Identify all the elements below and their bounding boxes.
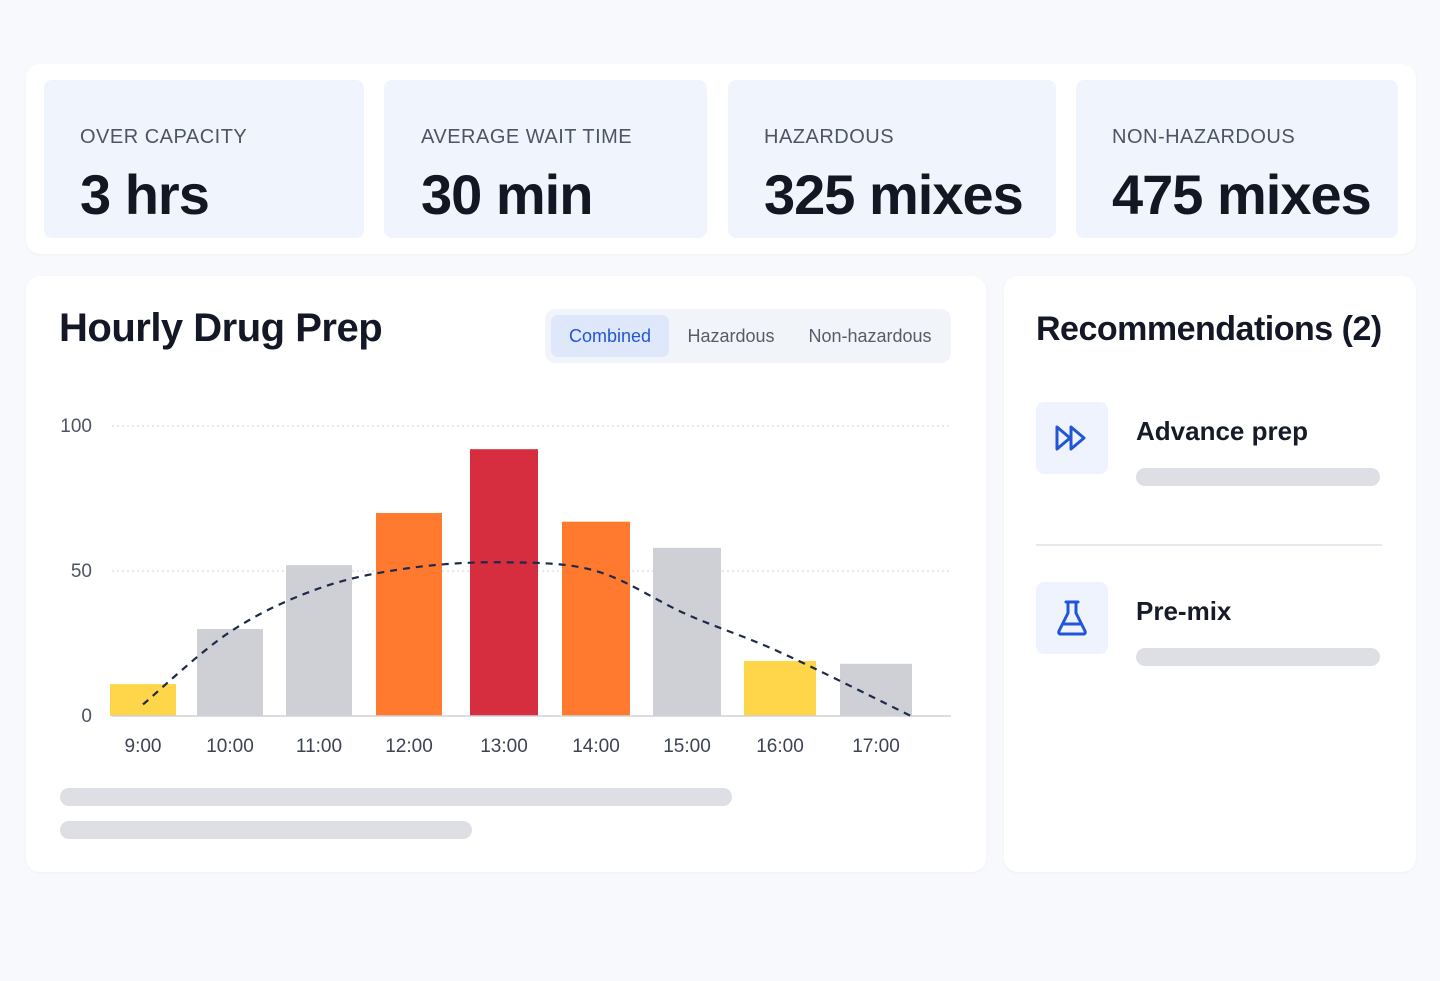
bar [197,629,263,716]
tab-non-hazardous[interactable]: Non-hazardous [808,325,932,346]
chart-filter-tabs: Combined Hazardous Non-hazardous [545,309,951,363]
x-tick-label: 10:00 [206,736,254,757]
x-tick-label: 15:00 [663,736,711,757]
y-tick-label: 50 [71,561,92,582]
bar [286,565,352,716]
bar-chart: 0 50 100 9:00 10:00 11:00 12:00 13:00 14:00 15:00… [60,416,951,757]
trend-line [142,561,912,717]
stat-label: OVER CAPACITY [80,126,248,148]
divider [1036,544,1382,546]
x-tick-label: 14:00 [572,736,620,757]
stat-value: 3 hrs [80,163,210,226]
bar [470,449,538,716]
stat-over-capacity: OVER CAPACITY 3 hrs [44,80,364,238]
tab-hazardous[interactable]: Hazardous [687,325,775,346]
y-tick-label: 100 [60,416,92,437]
kpi-summary-card: OVER CAPACITY 3 hrs AVERAGE WAIT TIME 30… [26,64,1416,254]
stat-label: HAZARDOUS [764,126,895,148]
x-tick-label: 16:00 [756,736,804,757]
chart-title: Hourly Drug Prep [59,306,383,350]
tab-combined[interactable]: Combined [551,315,669,357]
stat-hazardous: HAZARDOUS 325 mixes [728,80,1056,238]
placeholder-line [1136,648,1380,666]
bar [562,521,630,716]
fast-forward-icon [1036,402,1108,474]
y-tick-label: 0 [81,706,92,727]
recommendation-pre-mix[interactable]: Pre-mix [1036,582,1386,666]
bar [376,513,442,716]
placeholder-line [60,788,732,806]
placeholder-line [60,821,472,839]
recommendation-advance-prep[interactable]: Advance prep [1036,402,1386,486]
recommendation-label: Pre-mix [1136,596,1232,626]
stat-label: NON-HAZARDOUS [1112,126,1296,148]
bar [653,547,721,716]
stat-value: 325 mixes [764,163,1024,226]
stat-average-wait-time: AVERAGE WAIT TIME 30 min [384,80,707,238]
recommendations-panel: Recommendations (2) Advance prep Pre-mix [1004,276,1416,872]
flask-icon [1036,582,1108,654]
recommendation-label: Advance prep [1136,416,1308,446]
x-tick-label: 17:00 [852,736,900,757]
x-tick-label: 9:00 [125,736,162,757]
stat-non-hazardous: NON-HAZARDOUS 475 mixes [1076,80,1398,238]
stat-value: 30 min [421,163,593,226]
stat-label: AVERAGE WAIT TIME [421,126,633,148]
x-tick-label: 11:00 [296,736,342,757]
x-tick-label: 13:00 [480,736,528,757]
bar [110,684,176,716]
x-tick-label: 12:00 [385,736,433,757]
hourly-drug-prep-panel: Hourly Drug Prep Combined Hazardous Non-… [26,276,986,872]
placeholder-line [1136,468,1380,486]
bar [744,660,816,716]
stat-value: 475 mixes [1112,163,1372,226]
bar [840,663,912,716]
recommendations-title: Recommendations (2) [1036,310,1382,348]
